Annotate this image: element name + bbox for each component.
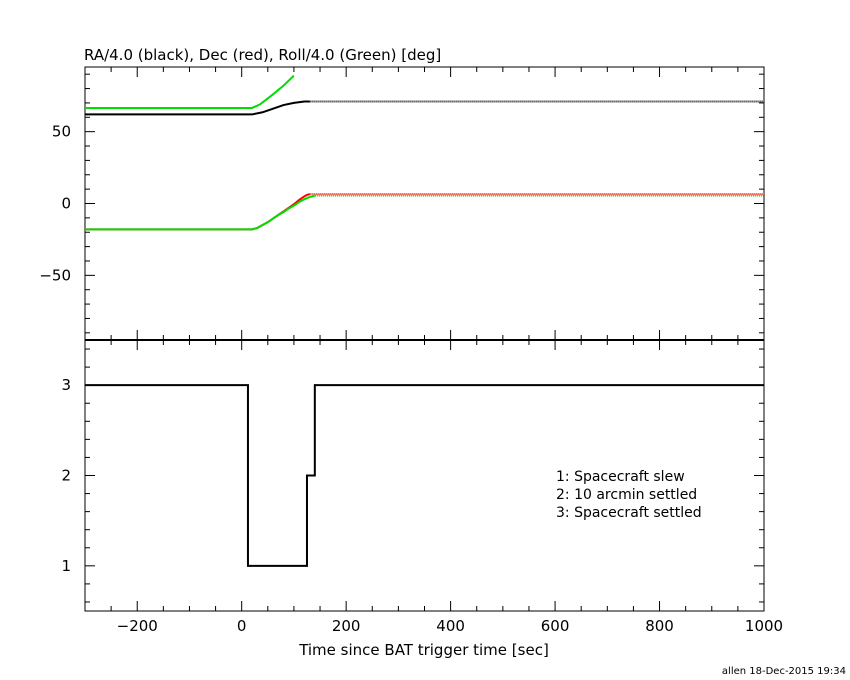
series-line-1-3: [85, 74, 295, 109]
legend: 1: Spacecraft slew 2: 10 arcmin settled …: [556, 469, 702, 521]
y-tick-label: 1: [61, 557, 71, 575]
series-line-2-1: [85, 384, 764, 567]
series-line-1-4: [85, 194, 316, 231]
y-tick-label: 50: [52, 123, 71, 141]
bottom-panel: 1 2 3 −200 0 200 400 600 800 1000: [61, 339, 783, 635]
x-axis-label: Time since BAT trigger time [sec]: [298, 641, 549, 659]
bottom-panel-ticks: 1 2 3 −200 0 200 400 600 800 1000: [61, 340, 783, 635]
x-tick-label: 200: [332, 617, 361, 635]
bottom-panel-series: [85, 384, 764, 567]
legend-entry-3: 3: Spacecraft settled: [556, 505, 702, 521]
top-panel-title: RA/4.0 (black), Dec (red), Roll/4.0 (Gre…: [84, 46, 441, 64]
top-panel-series: [85, 74, 764, 231]
x-tick-label: 800: [645, 617, 674, 635]
y-tick-label: −50: [39, 266, 71, 284]
x-tick-label: 600: [541, 617, 570, 635]
y-tick-label: 2: [61, 467, 71, 485]
top-panel: −50 0 50: [39, 66, 765, 341]
series-line-1-1: [85, 100, 310, 116]
legend-entry-1: 1: Spacecraft slew: [556, 469, 685, 485]
x-tick-label: 0: [237, 617, 247, 635]
legend-entry-2: 2: 10 arcmin settled: [556, 487, 697, 503]
footer-stamp: allen 18-Dec-2015 19:34: [722, 666, 846, 677]
y-tick-label: 3: [61, 376, 71, 394]
x-tick-label: 400: [436, 617, 465, 635]
top-panel-ticks: −50 0 50: [39, 67, 765, 340]
series-line-1-2: [85, 193, 310, 231]
y-tick-label: 0: [61, 195, 71, 213]
x-tick-label: −200: [117, 617, 158, 635]
x-tick-label: 1000: [745, 617, 783, 635]
